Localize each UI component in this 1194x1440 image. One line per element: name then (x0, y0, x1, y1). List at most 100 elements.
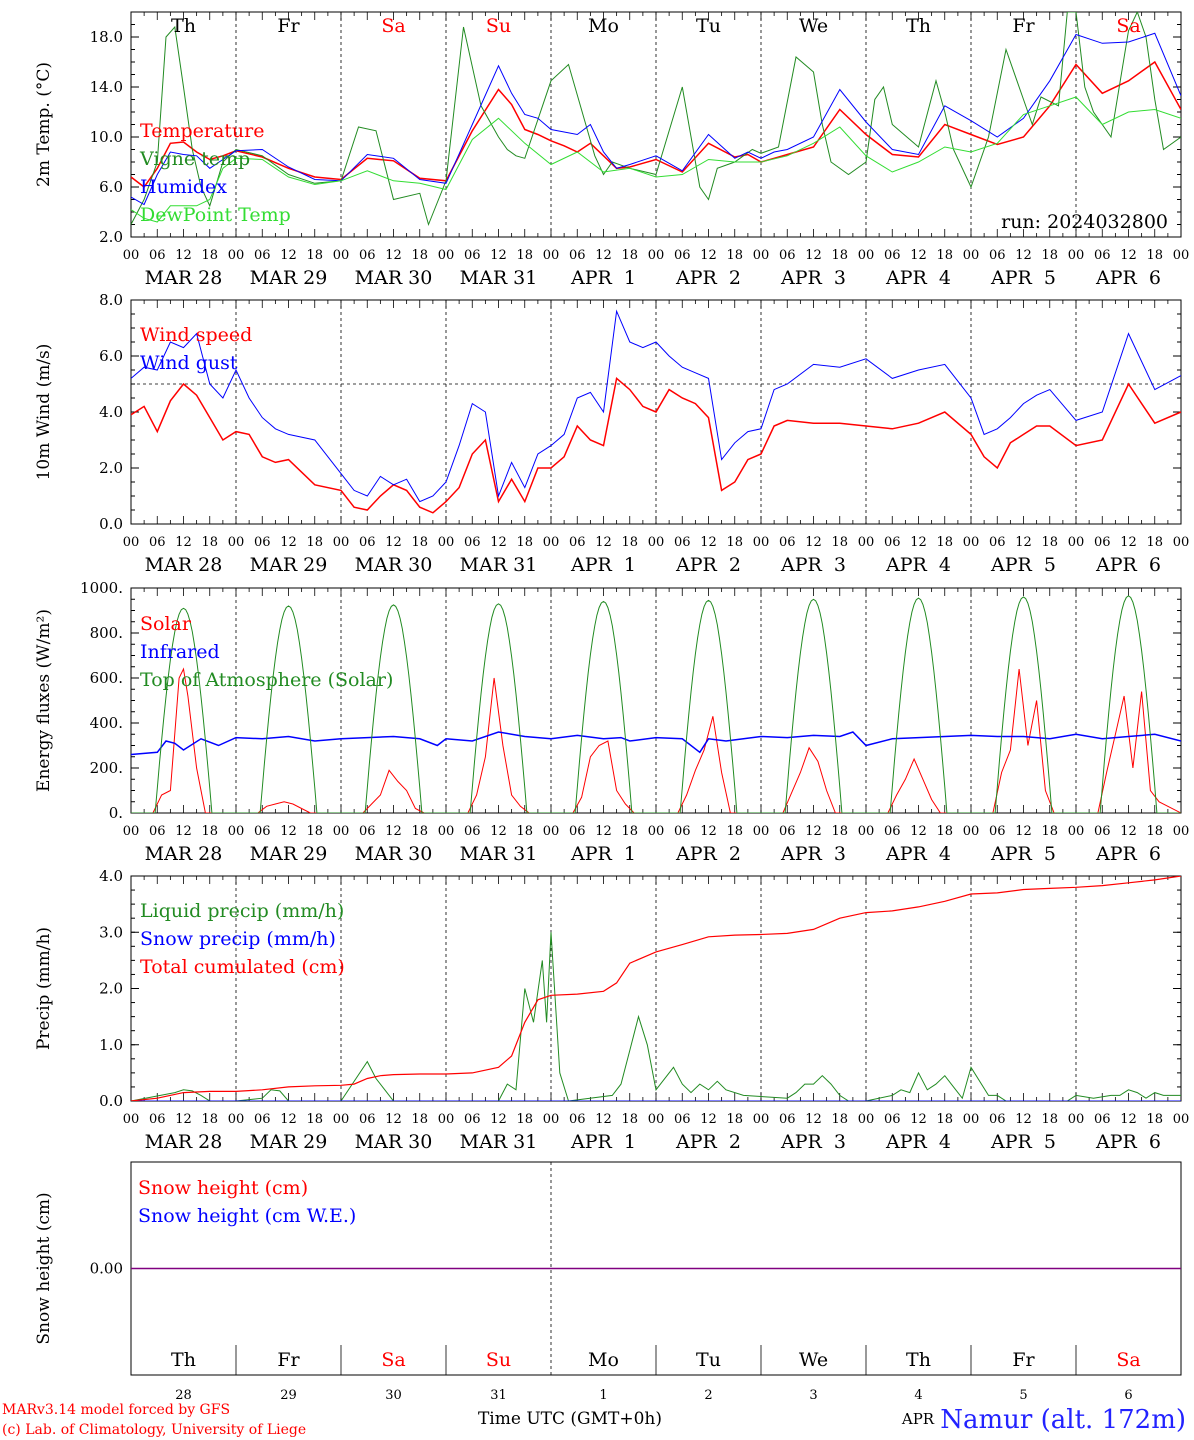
y-tick-label: 1.0 (99, 1036, 123, 1054)
legend-entry: Solar (140, 613, 192, 635)
y-tick-label: 6.0 (99, 178, 123, 196)
hour-tick-label: 12 (385, 824, 402, 839)
hour-tick-label: 06 (254, 535, 271, 550)
hour-tick-label: 12 (490, 248, 507, 263)
day-label: MAR 31 (460, 843, 538, 865)
footer: MARv3.14 model forced by GFS (c) Lab. of… (2, 1402, 1186, 1438)
series-line (131, 876, 1181, 1101)
hour-tick-label: 00 (648, 824, 665, 839)
day-label: APR 6 (1095, 554, 1161, 576)
day-label: MAR 28 (145, 267, 223, 289)
legend-entry: Snow height (cm W.E.) (138, 1205, 356, 1227)
hour-tick-label: 06 (779, 248, 796, 263)
hour-tick-label: 06 (359, 824, 376, 839)
y-tick-label: 4.0 (99, 867, 123, 885)
hour-tick-label: 12 (805, 248, 822, 263)
series-line (131, 595, 1181, 813)
series-line (131, 12, 1181, 227)
hour-tick-label: 00 (123, 1112, 140, 1127)
hour-tick-label: 00 (1173, 1112, 1190, 1127)
hour-tick-label: 00 (858, 248, 875, 263)
hour-tick-label: 06 (569, 535, 586, 550)
hour-tick-label: 00 (438, 535, 455, 550)
day-label: APR 1 (570, 554, 636, 576)
day-label: APR 6 (1095, 1131, 1161, 1153)
day-number: 4 (914, 1388, 922, 1403)
hour-tick-label: 18 (621, 535, 638, 550)
weekday-label: We (799, 1349, 828, 1371)
hour-tick-label: 06 (569, 1112, 586, 1127)
hour-tick-label: 00 (543, 824, 560, 839)
day-label: APR 2 (675, 554, 741, 576)
hour-tick-label: 00 (1068, 824, 1085, 839)
weekday-label: Tu (696, 15, 721, 37)
hour-tick-label: 18 (936, 1112, 953, 1127)
y-tick-label: 3.0 (99, 923, 123, 941)
y-axis-label: 10m Wind (m/s) (34, 344, 54, 481)
hour-tick-label: 18 (306, 1112, 323, 1127)
day-label: APR 2 (675, 843, 741, 865)
day-label: APR 6 (1095, 843, 1161, 865)
hour-tick-label: 12 (700, 1112, 717, 1127)
hour-tick-label: 12 (1120, 1112, 1137, 1127)
hour-tick-label: 18 (621, 824, 638, 839)
hour-tick-label: 12 (595, 248, 612, 263)
hour-tick-label: 18 (831, 535, 848, 550)
hour-tick-label: 12 (490, 1112, 507, 1127)
hour-tick-label: 00 (228, 824, 245, 839)
hour-tick-label: 06 (989, 248, 1006, 263)
day-number: 5 (1019, 1388, 1027, 1403)
hour-tick-label: 18 (516, 824, 533, 839)
hour-tick-label: 06 (149, 248, 166, 263)
y-tick-label: 10.0 (90, 128, 123, 146)
weekday-label: Fr (1012, 1349, 1035, 1371)
hour-tick-label: 18 (621, 248, 638, 263)
weekday-label: Su (486, 1349, 511, 1371)
weekday-label: We (799, 15, 828, 37)
day-label: APR 5 (990, 1131, 1056, 1153)
hour-tick-label: 06 (149, 1112, 166, 1127)
hour-tick-label: 00 (1068, 248, 1085, 263)
day-label: APR 5 (990, 843, 1056, 865)
model-credit: MARv3.14 model forced by GFS (2, 1402, 230, 1418)
hour-tick-label: 00 (228, 1112, 245, 1127)
day-label: MAR 30 (355, 267, 433, 289)
day-label: MAR 30 (355, 843, 433, 865)
y-tick-label: 14.0 (90, 78, 123, 96)
weekday-label: Fr (277, 15, 300, 37)
day-label: MAR 28 (145, 554, 223, 576)
hour-tick-label: 12 (175, 1112, 192, 1127)
hour-tick-label: 00 (858, 824, 875, 839)
day-label: MAR 29 (250, 843, 328, 865)
hour-tick-label: 00 (858, 535, 875, 550)
hour-tick-label: 12 (280, 824, 297, 839)
legend-entry: Top of Atmosphere (Solar) (140, 669, 393, 691)
hour-tick-label: 12 (1015, 824, 1032, 839)
panel-snow: 0.00 Snow height (cm) Snow height (cm) Snow… (34, 1161, 1182, 1403)
day-label: APR 4 (885, 267, 951, 289)
hour-tick-label: 06 (674, 1112, 691, 1127)
hour-tick-label: 12 (280, 1112, 297, 1127)
hour-tick-label: 06 (254, 1112, 271, 1127)
hour-tick-label: 06 (884, 824, 901, 839)
hour-tick-label: 06 (1094, 248, 1111, 263)
hour-tick-label: 18 (726, 248, 743, 263)
hour-tick-label: 00 (333, 824, 350, 839)
y-axis-label: Snow height (cm) (34, 1192, 54, 1344)
y-tick-label: 800. (90, 624, 123, 642)
hour-tick-label: 18 (1146, 1112, 1163, 1127)
hour-tick-label: 06 (464, 248, 481, 263)
hour-tick-label: 06 (1094, 535, 1111, 550)
hour-tick-label: 00 (543, 1112, 560, 1127)
hour-tick-label: 00 (333, 1112, 350, 1127)
hour-tick-label: 06 (989, 824, 1006, 839)
day-number: 31 (490, 1388, 507, 1403)
hour-tick-label: 18 (516, 535, 533, 550)
hour-tick-label: 00 (438, 1112, 455, 1127)
weekday-label: Sa (1116, 15, 1140, 37)
panel-wind: 0.0 2.0 4.0 6.0 8.0 10m Wind (m/s) Wind speed W… (34, 291, 1189, 576)
day-number: 30 (385, 1388, 402, 1403)
hour-tick-label: 00 (858, 1112, 875, 1127)
hour-tick-label: 00 (228, 535, 245, 550)
day-number: 1 (599, 1388, 607, 1403)
